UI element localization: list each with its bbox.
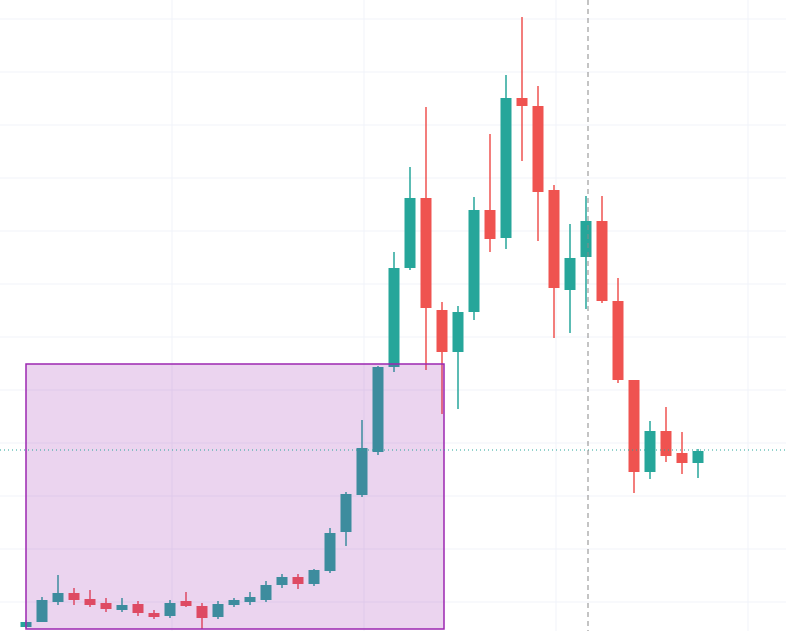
candle-body bbox=[260, 585, 272, 600]
candle-body bbox=[324, 533, 336, 571]
candle-body bbox=[52, 593, 64, 602]
candle-body bbox=[564, 258, 576, 290]
candle-body bbox=[196, 606, 208, 618]
candle-body bbox=[228, 600, 240, 605]
candle-body bbox=[500, 98, 512, 238]
candle-body bbox=[244, 597, 256, 602]
candle-body bbox=[36, 600, 48, 622]
candle-body bbox=[180, 601, 192, 606]
candle-body bbox=[532, 106, 544, 192]
candle-body bbox=[516, 98, 528, 106]
candle-body bbox=[388, 268, 400, 367]
candle-body bbox=[404, 198, 416, 268]
candle-body bbox=[340, 494, 352, 532]
candle-body bbox=[372, 367, 384, 452]
vertical-grid bbox=[171, 0, 749, 631]
candle-body bbox=[612, 301, 624, 380]
candle-body bbox=[484, 210, 496, 239]
candle-body bbox=[548, 190, 560, 288]
candles bbox=[20, 17, 704, 629]
candle-body bbox=[580, 221, 592, 257]
candle-body bbox=[308, 570, 320, 584]
candle-body bbox=[676, 453, 688, 463]
candle-body bbox=[68, 593, 80, 600]
candle-body bbox=[660, 431, 672, 456]
candle-body bbox=[356, 448, 368, 495]
candle-body bbox=[84, 599, 96, 605]
candle-body bbox=[452, 312, 464, 352]
candle-body bbox=[132, 604, 144, 613]
candle-body bbox=[628, 380, 640, 472]
candle-body bbox=[212, 604, 224, 617]
candle-body bbox=[468, 210, 480, 312]
candle-body bbox=[420, 198, 432, 308]
candle-body bbox=[164, 603, 176, 616]
candle-body bbox=[116, 605, 128, 610]
candle-body bbox=[100, 603, 112, 609]
candle-body bbox=[276, 577, 288, 585]
selection-rectangle[interactable] bbox=[25, 363, 445, 630]
candle-body bbox=[692, 451, 704, 463]
candle-body bbox=[148, 613, 160, 617]
candle-body bbox=[644, 431, 656, 472]
candle-body bbox=[596, 221, 608, 301]
candle-body bbox=[292, 577, 304, 584]
candle-body bbox=[436, 310, 448, 352]
